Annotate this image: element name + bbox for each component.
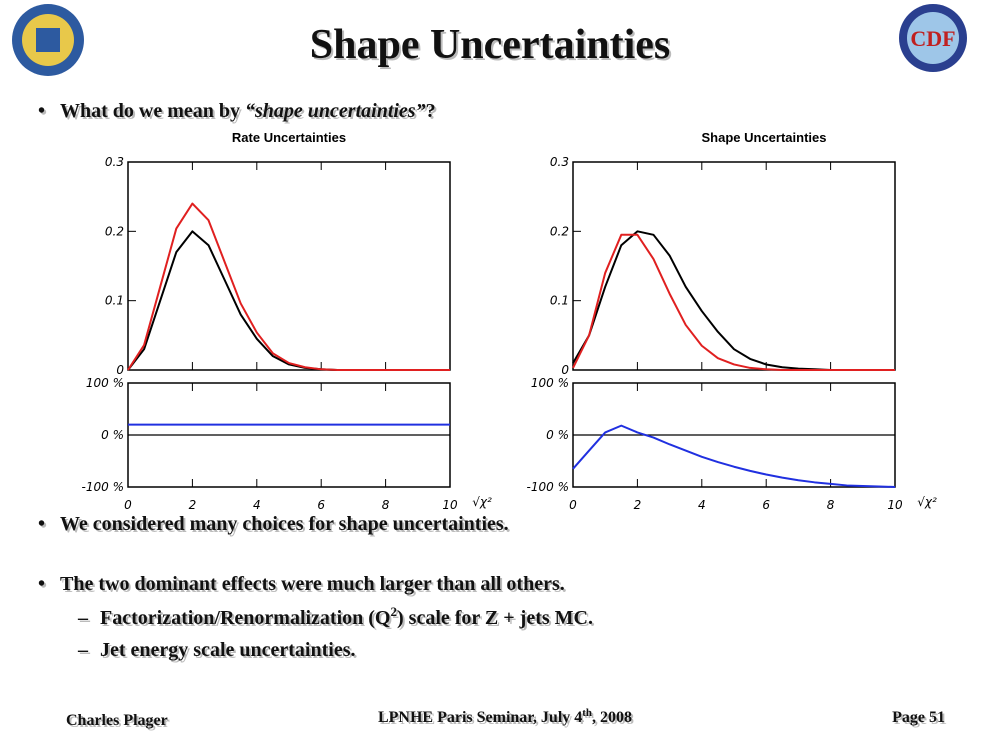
curve (127, 230, 450, 371)
x-tick-label: 6 (317, 498, 325, 512)
bullet-text: We considered many choices for shape unc… (60, 513, 509, 535)
bullet: • (38, 573, 45, 595)
y-tick-label: -100 % (527, 480, 569, 494)
y-tick-label: 0 (116, 363, 124, 377)
bullet: • (38, 513, 45, 535)
title: Shape Uncertainties (310, 22, 671, 68)
curve (127, 202, 450, 371)
bullet-text: What do we mean by “shape uncertainties”… (60, 100, 436, 122)
plot-frame (572, 161, 896, 371)
y-tick-label: 0.1 (105, 294, 124, 308)
bullet-text: The two dominant effects were much large… (60, 573, 565, 595)
x-tick-label: 2 (189, 498, 197, 512)
chart-title: Shape Uncertainties (702, 130, 827, 145)
dash: – (77, 607, 89, 629)
dash: – (77, 639, 89, 661)
x-tick-label: 8 (827, 498, 835, 512)
text: Factorization/Renormalization (Q (100, 607, 391, 629)
y-tick-label: 100 % (531, 376, 569, 390)
y-tick-label: 0.2 (105, 224, 124, 238)
x-axis-label: √χ² (472, 495, 492, 509)
x-tick-label: 10 (442, 498, 458, 512)
curve (572, 230, 895, 371)
x-tick-label: 8 (382, 498, 390, 512)
subbullet-text: Factorization/Renormalization (Q2) scale… (100, 604, 593, 629)
curve (572, 233, 895, 371)
text: 2 (391, 604, 398, 619)
y-tick-label: 0 % (546, 428, 569, 442)
y-tick-label: 0.3 (550, 155, 569, 169)
x-tick-label: 0 (124, 498, 132, 512)
x-tick-label: 0 (569, 498, 577, 512)
y-tick-label: 0.3 (105, 155, 124, 169)
y-tick-label: 0 (561, 363, 569, 377)
plot-frame (127, 161, 451, 371)
text: , 2008 (592, 709, 632, 726)
x-tick-label: 4 (253, 498, 261, 512)
x-axis-label: √χ² (917, 495, 937, 509)
x-tick-label: 10 (887, 498, 903, 512)
text: th (582, 707, 592, 719)
y-tick-label: 0.1 (550, 294, 569, 308)
text: LPNHE Paris Seminar, July 4 (378, 709, 582, 726)
x-tick-label: 4 (698, 498, 706, 512)
text: ? (426, 100, 436, 122)
footer-center: LPNHE Paris Seminar, July 4th, 2008 (378, 707, 632, 726)
svg-text:CDF: CDF (910, 26, 955, 51)
text: ) scale for Z + jets MC. (397, 607, 593, 629)
footer-left: Charles Plager (66, 712, 168, 729)
cdf-logo: CDF (899, 4, 967, 72)
x-tick-label: 6 (762, 498, 770, 512)
x-tick-label: 2 (634, 498, 642, 512)
curve (572, 424, 896, 488)
y-tick-label: 0.2 (550, 224, 569, 238)
chart-title: Rate Uncertainties (232, 130, 346, 145)
subbullet-text: Jet energy scale uncertainties. (100, 639, 355, 661)
y-tick-label: -100 % (82, 480, 124, 494)
bullet: • (38, 100, 45, 122)
text: “shape uncertainties” (245, 100, 426, 122)
ucla-logo (12, 4, 84, 76)
y-tick-label: 100 % (86, 376, 124, 390)
text: What do we mean by (60, 100, 245, 122)
y-tick-label: 0 % (101, 428, 124, 442)
footer-right: Page 51 (892, 709, 945, 726)
